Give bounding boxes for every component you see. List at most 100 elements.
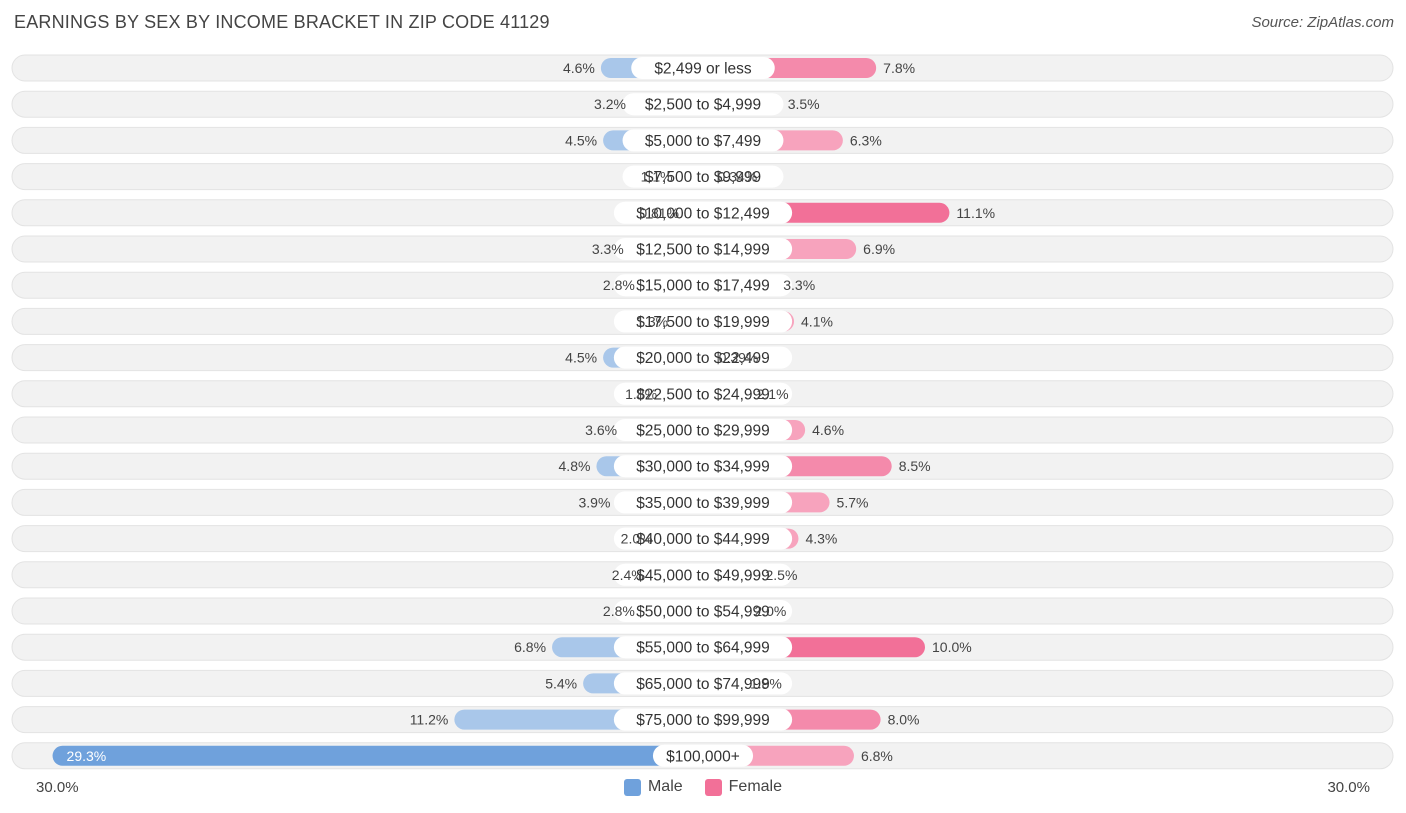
category-label: $40,000 to $44,999 <box>636 531 770 548</box>
category-label: $15,000 to $17,499 <box>636 278 770 295</box>
female-value-label: 10.0% <box>932 639 972 655</box>
female-value-label: 1.8% <box>750 675 782 691</box>
category-pill <box>613 708 793 731</box>
category-pill <box>613 672 793 695</box>
category-label: $10,000 to $12,499 <box>636 205 770 222</box>
legend-female-label: Female <box>728 778 783 795</box>
category-pill <box>622 93 784 116</box>
male-value-label: 2.8% <box>603 277 635 293</box>
category-pill <box>613 419 793 441</box>
female-value-label: 11.1% <box>956 205 995 221</box>
chart-row: $75,000 to $99,999 11.2% 8.0% <box>11 706 1394 734</box>
category-label: $25,000 to $29,999 <box>636 423 770 440</box>
category-pill <box>613 346 793 369</box>
category-label: $22,500 to $24,999 <box>636 386 770 403</box>
male-value-label: 11.2% <box>410 712 449 728</box>
female-value-label: 6.8% <box>861 748 893 764</box>
category-label: $7,500 to $9,999 <box>645 169 761 186</box>
category-pill <box>613 455 793 478</box>
chart-row: $5,000 to $7,499 4.5% 6.3% <box>11 126 1394 154</box>
male-value-label: 1.3% <box>636 313 668 329</box>
male-value-label: 2.0% <box>621 531 653 547</box>
category-label: $5,000 to $7,499 <box>645 133 761 150</box>
axis-right-label: 30.0% <box>1327 779 1370 796</box>
male-value-label: 0.81% <box>639 205 679 221</box>
female-value-label: 8.5% <box>899 458 931 474</box>
category-pill <box>622 165 784 188</box>
male-value-label: 4.5% <box>565 132 597 148</box>
chart-row: $2,500 to $4,999 3.2% 3.5% <box>11 90 1394 118</box>
female-swatch-icon <box>704 778 722 796</box>
female-value-label: 5.7% <box>837 494 869 510</box>
category-pill <box>613 563 793 586</box>
male-value-label: 3.9% <box>578 494 610 510</box>
chart-row: $35,000 to $39,999 3.9% 5.7% <box>11 488 1394 516</box>
male-value-label: 4.6% <box>563 60 595 76</box>
female-value-label: 6.3% <box>850 132 882 148</box>
chart-row: $25,000 to $29,999 3.6% 4.6% <box>11 416 1394 444</box>
female-value-label: 4.6% <box>812 422 844 438</box>
chart-title: EARNINGS BY SEX BY INCOME BRACKET IN ZIP… <box>14 12 550 32</box>
male-value-label: 2.8% <box>603 603 635 619</box>
female-value-label: 0.39% <box>719 350 759 366</box>
female-value-label: 8.0% <box>888 712 920 728</box>
legend-item-male[interactable]: Male <box>623 778 683 796</box>
category-pill <box>652 744 754 767</box>
chart-row: $2,499 or less 4.6% 7.8% <box>11 54 1394 82</box>
male-value-label: 6.8% <box>514 639 546 655</box>
female-value-label: 2.1% <box>757 386 789 402</box>
category-pill <box>613 600 793 622</box>
category-pill <box>613 238 793 260</box>
male-value-label: 1.8% <box>625 386 657 402</box>
legend: Male Female <box>0 778 1406 796</box>
chart-row: $55,000 to $64,999 6.8% 10.0% <box>11 633 1394 661</box>
female-value-label: 2.5% <box>766 567 798 583</box>
category-pill <box>613 382 793 405</box>
chart-row: $65,000 to $74,999 5.4% 1.8% <box>11 669 1394 697</box>
category-label: $50,000 to $54,999 <box>636 604 770 621</box>
male-value-label: 3.3% <box>592 241 624 257</box>
source-label: Source: ZipAtlas.com <box>1251 14 1394 31</box>
category-label: $2,500 to $4,999 <box>645 97 761 114</box>
category-label: $45,000 to $49,999 <box>636 567 770 584</box>
chart-row: $20,000 to $22,499 4.5% 0.39% <box>11 344 1394 372</box>
category-label: $35,000 to $39,999 <box>636 495 770 512</box>
axis-left-label: 30.0% <box>36 779 79 796</box>
category-label: $55,000 to $64,999 <box>636 640 770 657</box>
male-value-label: 1.1% <box>641 169 673 185</box>
category-pill <box>622 129 784 152</box>
male-value-label: 4.5% <box>565 350 597 366</box>
chart-row: $12,500 to $14,999 3.3% 6.9% <box>11 235 1394 263</box>
category-label: $75,000 to $99,999 <box>636 712 770 729</box>
category-pill <box>613 491 793 514</box>
male-value-label: 5.4% <box>545 675 577 691</box>
female-value-label: 4.1% <box>801 313 833 329</box>
category-pill <box>613 274 793 297</box>
category-label: $17,500 to $19,999 <box>636 314 770 331</box>
category-pill <box>613 201 793 224</box>
legend-item-female[interactable]: Female <box>704 778 783 796</box>
category-pill <box>613 527 793 550</box>
category-pill <box>613 636 793 659</box>
male-value-label: 3.2% <box>594 96 626 112</box>
category-label: $100,000+ <box>666 748 740 765</box>
category-label: $20,000 to $22,499 <box>636 350 770 367</box>
female-value-label: 0.34% <box>718 169 758 185</box>
male-value-label: 4.8% <box>559 458 591 474</box>
male-bar[interactable] <box>52 745 704 766</box>
chart-row: $30,000 to $34,999 4.8% 8.5% <box>11 452 1394 480</box>
female-value-label: 3.3% <box>783 277 815 293</box>
male-value-label: 29.3% <box>67 748 107 764</box>
legend-male-label: Male <box>647 778 683 795</box>
female-value-label: 4.3% <box>805 531 837 547</box>
category-label: $65,000 to $74,999 <box>636 676 770 693</box>
